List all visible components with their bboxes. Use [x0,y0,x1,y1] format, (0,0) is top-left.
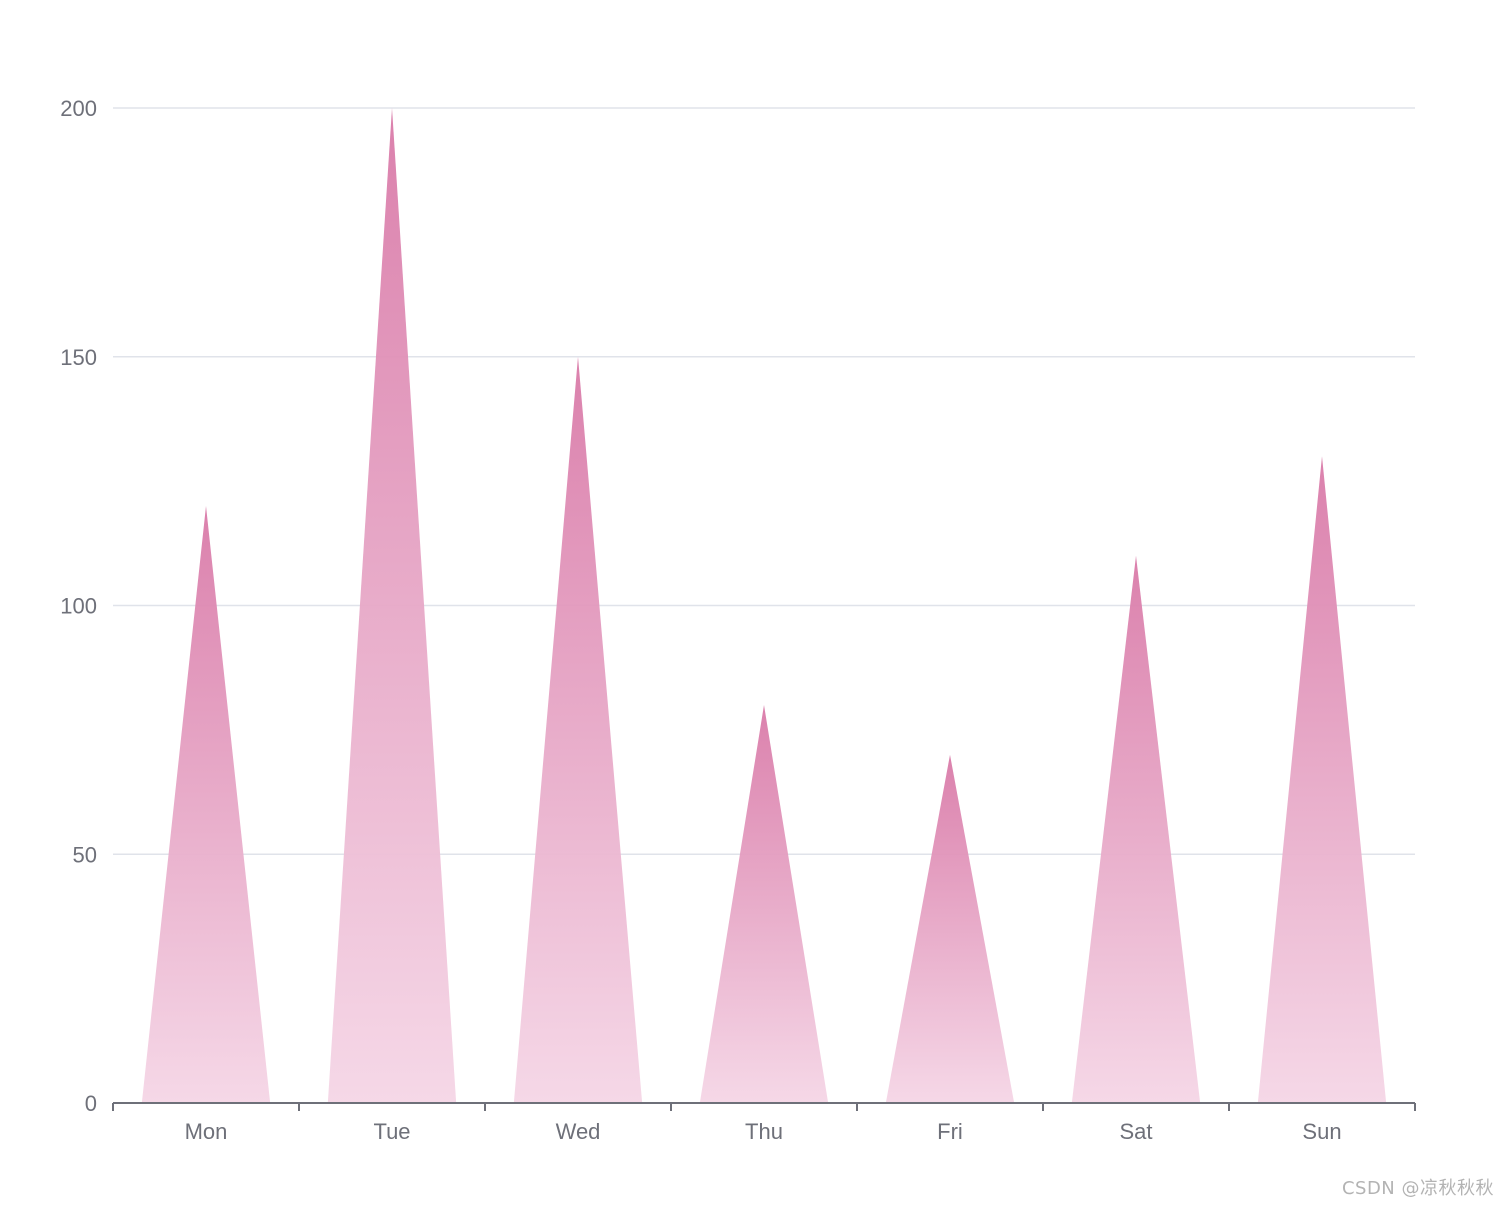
y-tick-label: 150 [60,345,97,370]
bar-fri [885,754,1015,1103]
x-tick-label: Sun [1302,1119,1341,1144]
watermark: CSDN @凉秋秋秋 [1341,1178,1494,1199]
bar-sat [1071,555,1201,1103]
x-tick-label: Fri [937,1119,963,1144]
bar-sun [1257,456,1387,1103]
x-tick-label: Sat [1119,1119,1152,1144]
y-tick-label: 100 [60,594,97,619]
x-axis-labels: Mon Tue Wed Thu Fri Sat Sun [185,1119,1342,1144]
x-tick-label: Thu [745,1119,783,1144]
x-tick-label: Tue [373,1119,410,1144]
y-tick-label: 0 [85,1091,97,1116]
y-axis-labels: 0 50 100 150 200 [60,96,97,1116]
y-tick-label: 200 [60,96,97,121]
bar-thu [699,705,829,1103]
x-tick-label: Wed [556,1119,601,1144]
bar-mon [141,506,271,1103]
x-tick-label: Mon [185,1119,228,1144]
bars [141,108,1387,1103]
bar-wed [513,356,643,1103]
bar-tue [327,108,457,1103]
y-tick-label: 50 [73,842,97,867]
x-axis [112,1102,1416,1111]
